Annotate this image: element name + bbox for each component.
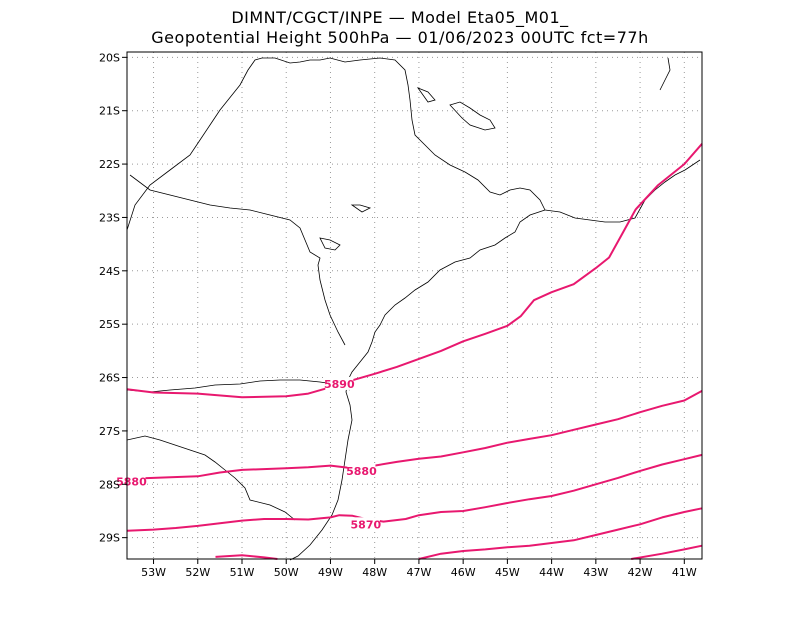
y-tick-label: 24S [99,265,120,278]
contour-line-5860-east [418,507,703,560]
y-tick-label: 25S [99,318,120,331]
x-tick-label: 44W [539,566,564,579]
contour-labels: 5890 5880 5880 5870 [116,376,382,531]
contour-line-5890 [126,143,703,399]
y-tick-label: 28S [99,478,120,491]
coastline-map [126,57,701,561]
contour-line-5880 [126,390,703,480]
plot-frame [126,51,703,560]
x-tick-label: 42W [628,566,653,579]
x-tick-label: 53W [141,566,166,579]
contour-label: 5890 [324,378,355,391]
x-tick-label: 47W [406,566,431,579]
y-tick-label: 22S [99,158,120,171]
x-tick-label: 50W [274,566,299,579]
contour-line-5870 [126,453,703,532]
y-tick-label: 29S [99,532,120,545]
contour-label: 5880 [346,465,377,478]
chart-title-line2: Geopotential Height 500hPa — 01/06/2023 … [151,28,649,47]
coastline [544,159,701,223]
lake-outline [319,237,341,251]
x-tick-label: 52W [185,566,210,579]
state-border-line [126,435,296,521]
contour-line-5860 [215,554,278,560]
chart-title-line1: DIMNT/CGCT/INPE — Model Eta05_M01_ [231,8,569,27]
lake-outline [449,101,496,131]
state-border-line [129,174,346,346]
x-tick-label: 43W [583,566,608,579]
contour-label-bg [325,376,354,390]
y-tick-label: 27S [99,425,120,438]
x-tick-label: 51W [230,566,255,579]
contour-label-bg [351,517,380,531]
gridlines [127,52,702,559]
y-axis-ticks: 20S 21S 22S 23S 24S 25S 26S 27S 28S 29S [99,51,127,545]
contour-line-5850 [631,544,703,560]
lake-outline [416,87,436,103]
x-axis-ticks: 53W 52W 51W 50W 49W 48W 47W 46W 45W 44W 43W 42W 41W [141,559,697,579]
x-tick-label: 46W [451,566,476,579]
state-border-line [126,57,546,231]
y-tick-label: 26S [99,372,120,385]
y-tick-label: 21S [99,105,120,118]
coastline [659,57,671,91]
contour-label: 5870 [351,518,382,531]
contour-label: 5880 [116,476,147,489]
x-tick-label: 49W [318,566,343,579]
x-tick-label: 45W [495,566,520,579]
y-tick-label: 20S [99,51,120,64]
y-tick-label: 23S [99,211,120,224]
x-tick-label: 48W [362,566,387,579]
state-border-line [126,379,351,393]
coastline [289,209,546,561]
contour-label-bg [347,463,376,477]
lake-outline [350,204,372,213]
x-tick-label: 41W [672,566,697,579]
geopotential-contours [126,143,703,560]
